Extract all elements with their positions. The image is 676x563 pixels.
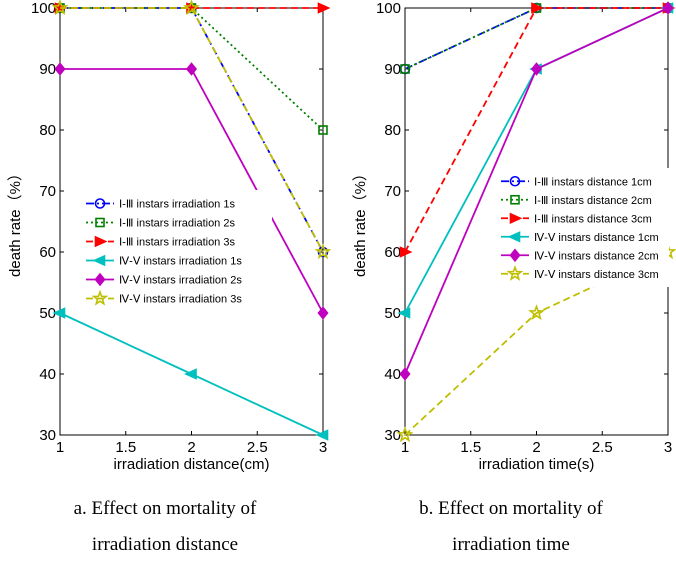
x-tick-label: 3: [319, 439, 327, 456]
data-point: [51, 0, 69, 16]
legend-marker: [510, 194, 520, 205]
y-tick-label: 80: [39, 122, 56, 139]
figure-canvas: 1 1.5 2 2.5 3 30 40 50 60 70 80 90 100 irradiation di…: [7, 0, 676, 473]
data-point: [185, 62, 198, 76]
y-tick-label: 40: [384, 366, 401, 383]
y-tick-label: 60: [39, 244, 56, 261]
caption-chart-b: b. Effect on mortality of irradiation ti…: [346, 491, 676, 563]
caption-b-line1: b. Effect on mortality of: [419, 498, 603, 519]
y-tick-label: 90: [39, 61, 56, 78]
chart-b: 1 1.5 2 2.5 3 30 40 50 60 70 80 90 100 irradiation ti…: [352, 0, 676, 473]
legend-marker: [509, 248, 521, 263]
data-point: [528, 304, 545, 321]
legend-box: [82, 190, 272, 312]
y-tick-label: 70: [39, 183, 56, 200]
legend-marker: [507, 231, 521, 243]
x-axis-label: irradiation distance(cm): [114, 456, 270, 473]
y-axis-label: death rate（%）: [352, 166, 369, 277]
y-tick-label: 100: [376, 0, 401, 17]
legend-entry: Ⅰ-Ⅲ instars irradiation 1s: [119, 199, 235, 211]
y-tick-label: 50: [384, 305, 401, 322]
data-point: [318, 125, 328, 135]
y-tick-label: 50: [39, 305, 56, 322]
data-point: [315, 429, 329, 441]
y-tick-label: 60: [384, 244, 401, 261]
caption-a-line1: a. Effect on mortality of: [73, 498, 257, 519]
data-point: [400, 64, 410, 74]
data-point: [317, 2, 331, 14]
legend-marker: [91, 289, 109, 306]
legend-entry: Ⅳ-Ⅴ instars distance 2cm: [534, 250, 659, 262]
legend: Ⅰ-Ⅲ instars irradiation 1s Ⅰ-Ⅲ instars ir…: [82, 190, 272, 312]
y-tick-label: 30: [39, 427, 56, 444]
legend-marker: [94, 235, 108, 248]
data-point: [314, 243, 332, 260]
data-point: [530, 62, 543, 76]
legend-marker: [509, 212, 523, 225]
legend-entry: Ⅰ-Ⅲ instars irradiation 3s: [119, 237, 235, 249]
x-tick-label: 1.5: [115, 439, 136, 456]
series-4: [52, 307, 329, 441]
series-5: [54, 62, 329, 320]
x-axis-label: irradiation time(s): [479, 456, 595, 473]
legend-entry: Ⅳ-Ⅴ instars distance 1cm: [534, 232, 659, 244]
x-tick-label: 1: [401, 439, 409, 456]
data-point: [531, 2, 544, 14]
legend-entry: Ⅳ-Ⅴ instars distance 3cm: [534, 269, 659, 281]
legend-marker: [506, 265, 524, 281]
legend-entry: Ⅰ-Ⅲ instars distance 1cm: [534, 176, 652, 188]
x-tick-label: 2: [532, 439, 540, 456]
caption-a-line2: irradiation distance: [91, 534, 239, 555]
data-point: [399, 367, 411, 381]
y-tick-label: 70: [384, 183, 401, 200]
legend-entry: Ⅳ-Ⅴ instars irradiation 1s: [119, 256, 242, 268]
series-5: [399, 1, 674, 381]
data-point: [183, 0, 200, 16]
y-axis-label: death rate（%）: [7, 166, 24, 277]
data-point: [396, 426, 414, 443]
y-tick-label: 100: [31, 0, 56, 17]
data-point: [317, 306, 329, 320]
data-point: [399, 246, 413, 258]
x-tick-label: 1: [56, 439, 64, 456]
data-point: [54, 62, 66, 76]
legend-entry: Ⅳ-Ⅴ instars irradiation 3s: [119, 294, 242, 306]
caption-chart-a: a. Effect on mortality of irradiation di…: [0, 491, 330, 563]
x-tick-label: 3: [664, 439, 672, 456]
series-6: [51, 0, 332, 260]
x-tick-label: 1.5: [460, 439, 481, 456]
data-point: [397, 307, 411, 319]
legend: Ⅰ-Ⅲ instars distance 1cm Ⅰ-Ⅲ instars dist…: [497, 168, 669, 287]
data-point: [662, 1, 674, 15]
legend-entry: Ⅰ-Ⅲ instars distance 2cm: [534, 195, 652, 207]
y-tick-label: 90: [384, 61, 401, 78]
legend-marker: [94, 272, 106, 287]
y-tick-label: 30: [384, 427, 401, 444]
y-tick-label: 40: [39, 366, 56, 383]
caption-b-line2: irradiation time: [452, 534, 570, 555]
legend-box: [497, 168, 669, 287]
x-tick-label: 2.5: [247, 439, 268, 456]
y-tick-label: 80: [384, 122, 401, 139]
x-tick-label: 2.5: [592, 439, 613, 456]
legend-entry: Ⅳ-Ⅴ instars irradiation 2s: [119, 275, 242, 287]
legend-marker: [509, 175, 521, 187]
legend-entry: Ⅰ-Ⅲ instars distance 3cm: [534, 213, 652, 225]
x-tick-label: 2: [187, 439, 195, 456]
chart-a: 1 1.5 2 2.5 3 30 40 50 60 70 80 90 100 irradiation di…: [7, 0, 332, 473]
data-point: [52, 307, 66, 319]
legend-marker: [92, 254, 106, 267]
legend-marker: [95, 217, 105, 228]
data-point: [184, 368, 197, 380]
legend-marker: [94, 198, 106, 209]
legend-entry: Ⅰ-Ⅲ instars irradiation 2s: [119, 218, 235, 230]
